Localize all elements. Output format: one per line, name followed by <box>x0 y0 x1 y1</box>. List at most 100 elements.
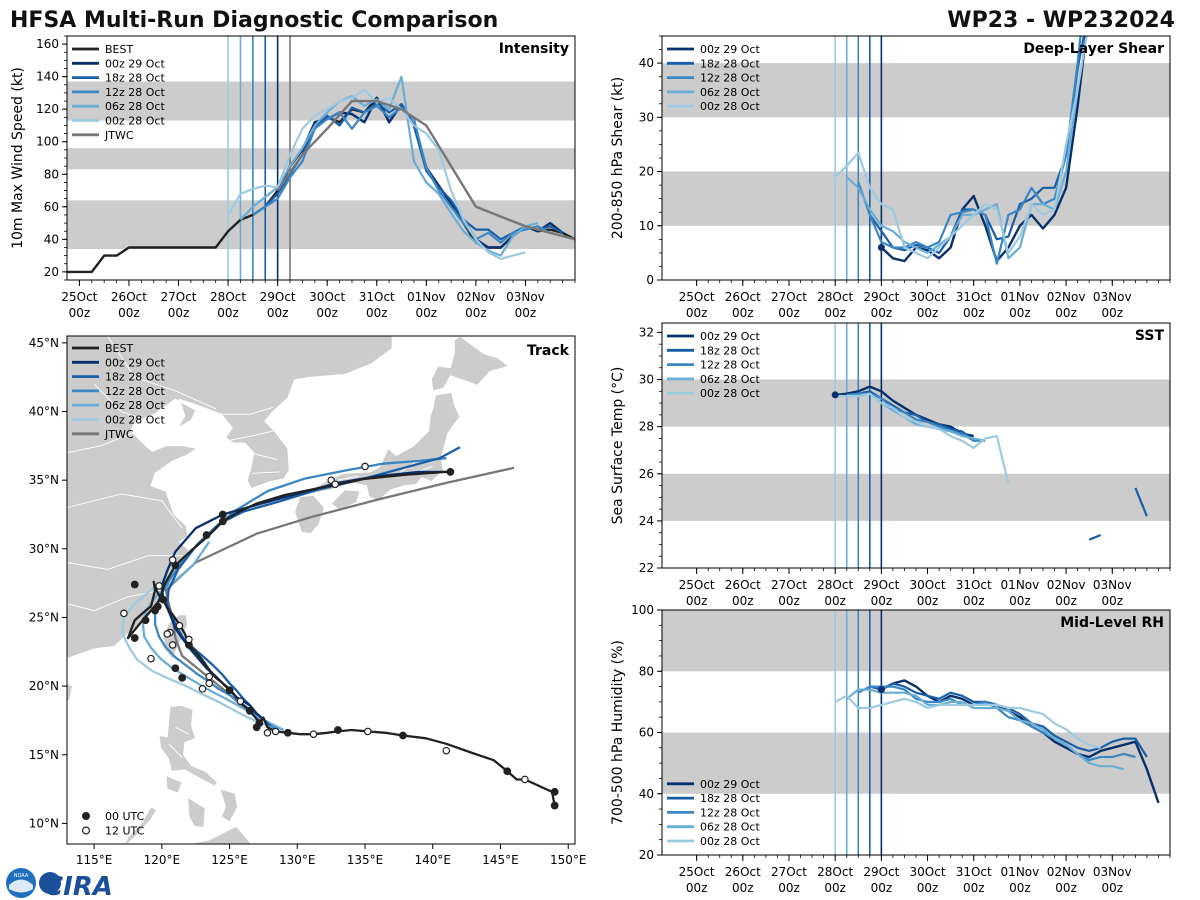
shear-legend-label: 18z 28 Oct <box>700 57 760 70</box>
rh-y-tick-label: 20 <box>639 848 654 862</box>
track-y-tick-label: 45°N <box>29 336 59 350</box>
intensity-line-00z-28-oct <box>227 88 526 260</box>
rh-x-tick-label: 02Nov <box>1047 865 1086 879</box>
sst-x-tick-label: 00z <box>1101 594 1123 608</box>
intensity-series <box>67 75 575 274</box>
rh-legend-label: 12z 28 Oct <box>700 806 760 819</box>
shear-x-tick-label: 00z <box>778 306 800 320</box>
shear-x-tick-label: 29Oct <box>863 290 899 304</box>
track-panel: 115°E 120°E 125°E 130°E 135°E 140°E 145°E 150°E… <box>29 335 586 867</box>
noaa-logo-text: NOAA <box>14 873 29 879</box>
intensity-x-tick-label: 03Nov <box>506 290 545 304</box>
track-point-00utc <box>218 517 227 526</box>
rh-x-tick-label: 00z <box>1055 881 1077 895</box>
intensity-x-tick-label: 00z <box>168 306 190 320</box>
sst-legend-label: 18z 28 Oct <box>700 344 760 357</box>
track-y-tick-label: 15°N <box>29 748 59 762</box>
intensity-x-tick-label: 27Oct <box>160 290 196 304</box>
intensity-line-06z-28-oct <box>239 75 539 257</box>
rh-band <box>662 610 1170 672</box>
shear-y-tick-label: 20 <box>639 165 654 179</box>
rh-x-tick-label: 31Oct <box>956 865 992 879</box>
track-point-00utc <box>252 723 261 732</box>
shear-x-tick-label: 27Oct <box>771 290 807 304</box>
rh-x-tick-label: 00z <box>732 881 754 895</box>
track-point-00utc <box>283 728 292 737</box>
track-line-18z-28-oct <box>166 446 461 727</box>
intensity-axes: 20 40 60 80 100 120 140 160 25Oct 00z 26Oct 00z 27Oc… <box>10 35 576 320</box>
track-point-00utc <box>245 706 254 715</box>
track-y-ticks: 10°N 15°N 20°N 25°N 30°N 35°N 40°N 45°N <box>29 336 67 830</box>
intensity-bands <box>67 81 575 250</box>
rh-x-tick-label: 29Oct <box>863 865 899 879</box>
intensity-y-tick-label: 120 <box>36 102 59 116</box>
shear-panel-title: Deep-Layer Shear <box>1023 41 1164 57</box>
track-markers <box>120 462 559 810</box>
rh-y-tick-label: 60 <box>639 726 654 740</box>
shear-x-tick-label: 00z <box>824 306 846 320</box>
track-y-tick-label: 30°N <box>29 542 59 556</box>
sst-panel: 22 24 26 28 30 32 25Oct 00z 26Oct 00z 27Oct 00z 28Oc… <box>610 322 1171 608</box>
intensity-x-tick-label: 26Oct <box>111 290 147 304</box>
sst-x-tick-label: 00z <box>871 594 893 608</box>
shear-x-tick-label: 00z <box>686 306 708 320</box>
shear-legend-label: 06z 28 Oct <box>700 86 760 99</box>
track-x-tick-label: 115°E <box>76 853 113 867</box>
track-marker-legend: 00 UTC 12 UTC <box>81 810 145 838</box>
province-border <box>67 431 135 454</box>
intensity-y-tick-label: 40 <box>44 232 59 246</box>
sst-y-tick-label: 32 <box>639 325 654 339</box>
land-hainan-edge <box>67 682 73 702</box>
shear-init-marker <box>877 243 885 251</box>
sst-axes: 22 24 26 28 30 32 25Oct 00z 26Oct 00z 27Oct 00z 28Oc… <box>610 322 1171 608</box>
track-point-12utc <box>309 730 318 738</box>
shear-line-12z-28-oct <box>857 36 1082 265</box>
intensity-x-tick-label: 00z <box>465 306 487 320</box>
globe-icon <box>39 872 61 894</box>
land-sakhalin-edge <box>456 336 464 337</box>
intensity-panel-title: Intensity <box>499 41 569 57</box>
storm-id-title: WP23 - WP232024 <box>947 8 1175 33</box>
cira-wordmark: CIRA <box>44 872 113 900</box>
shear-x-tick-label: 00z <box>1055 306 1077 320</box>
sst-x-tick-label: 28Oct <box>817 578 853 592</box>
intensity-x-tick-label: 02Nov <box>457 290 496 304</box>
intensity-y-tick-label: 60 <box>44 200 59 214</box>
rh-init-marker <box>877 686 885 694</box>
sst-y-tick-label: 22 <box>639 561 654 575</box>
track-legend-label: 12z 28 Oct <box>105 385 165 398</box>
shear-line-00z-29-oct <box>880 36 1088 263</box>
shear-y-tick-label: 40 <box>639 56 654 70</box>
sst-init-lines <box>834 323 883 568</box>
intensity-y-tick-label: 100 <box>36 135 59 149</box>
rh-axes: 20 40 60 80 100 25Oct 00z 26Oct 00z 27Oct 00z 28Oct… <box>610 603 1171 895</box>
track-point-12utc <box>120 609 128 618</box>
track-x-tick-label: 120°E <box>144 853 181 867</box>
track-point-12utc <box>163 630 172 638</box>
rh-x-tick-label: 00z <box>871 881 893 895</box>
noaa-wave-icon <box>9 879 33 893</box>
rh-series <box>834 679 1160 804</box>
track-point-00utc <box>202 531 211 539</box>
intensity-x-tick-label: 00z <box>217 306 239 320</box>
track-point-12utc <box>175 621 184 630</box>
intensity-legend-label: 12z 28 Oct <box>105 86 165 99</box>
province-border <box>249 452 278 461</box>
rh-x-tick-label: 00z <box>963 881 985 895</box>
track-y-tick-label: 10°N <box>29 816 59 830</box>
track-point-12utc <box>147 654 155 663</box>
shear-y-tick-label: 10 <box>639 219 654 233</box>
track-point-00utc <box>334 726 342 734</box>
intensity-y-tick-label: 140 <box>36 70 59 84</box>
province-border <box>221 406 274 415</box>
sst-legend-label: 00z 28 Oct <box>700 387 760 400</box>
intensity-band <box>67 148 575 170</box>
track-point-12utc <box>205 679 214 688</box>
intensity-legend-label: 00z 28 Oct <box>105 115 165 128</box>
track-x-ticks: 115°E 120°E 125°E 130°E 135°E 140°E 145°E 150°E <box>76 844 586 867</box>
track-point-00utc <box>550 801 559 810</box>
intensity-x-tick-label: 31Oct <box>359 290 395 304</box>
intensity-x-tick-label: 00z <box>118 306 140 320</box>
rh-legend-label: 18z 28 Oct <box>700 792 760 805</box>
sst-y-tick-label: 28 <box>639 420 654 434</box>
